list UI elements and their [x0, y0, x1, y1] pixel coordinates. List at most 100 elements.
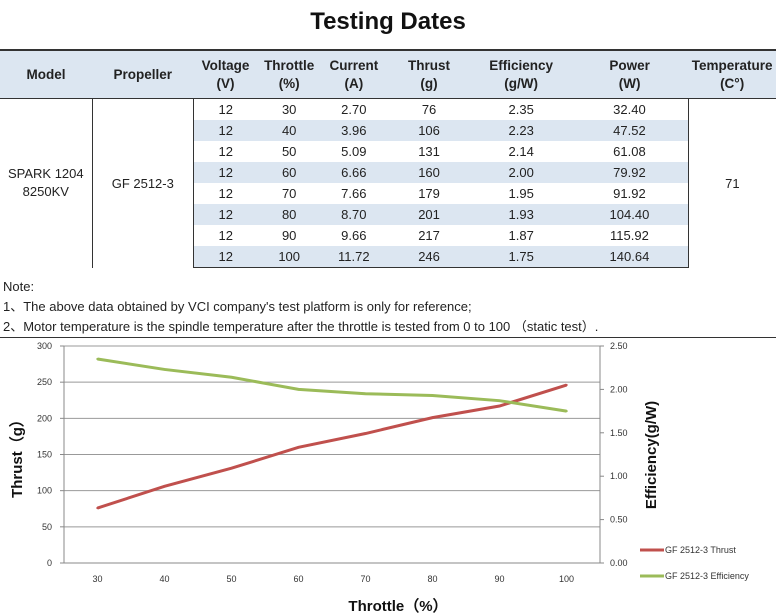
table-cell: 91.92 — [613, 186, 646, 201]
x-axis-title: Throttle（%） — [348, 597, 447, 615]
table-row: 12 50 5.09 131 2.14 61.08 — [0, 141, 776, 162]
header-unit: (g) — [420, 75, 438, 91]
column-header: Power (W) — [571, 49, 689, 99]
header-label: Current — [329, 57, 379, 73]
table-cell: 12 — [193, 120, 258, 141]
table-cell: 115.92 — [610, 228, 649, 243]
table-cell: 100 — [257, 246, 321, 268]
table-cell: 61.08 — [613, 144, 646, 159]
table-cell: 30 — [281, 102, 297, 117]
data-point — [565, 409, 568, 413]
x-tick-label: 60 — [293, 574, 303, 584]
table-cell: 60 — [257, 162, 321, 183]
legend-label: GF 2512-3 Efficiency — [665, 571, 749, 581]
table-cell: 201 — [386, 204, 472, 225]
y2-tick-label: 2.50 — [610, 341, 628, 351]
header-unit: (%) — [278, 75, 300, 91]
table-cell: 9.66 — [341, 228, 367, 243]
column-header: Temperature (C°) — [688, 49, 776, 99]
table-row: 12 90 9.66 217 1.87 115.92 — [0, 225, 776, 246]
data-point — [163, 368, 166, 371]
table-cell: 5.09 — [341, 144, 367, 159]
y-tick-label: 150 — [37, 450, 52, 460]
table-cell: 6.66 — [320, 162, 387, 183]
header-label: Efficiency — [489, 57, 554, 73]
header-unit: (A) — [344, 75, 364, 91]
table-cell: 1.75 — [471, 246, 572, 268]
data-point — [364, 392, 367, 395]
table-row: SPARK 1204 8250KV GF 2512-3 12 30 2.70 76 2.35 3… — [0, 98, 776, 268]
header-label: Propeller — [113, 66, 173, 82]
table-row: 12 100 11.72 246 1.75 140.64 — [0, 246, 776, 268]
y-tick-label: 100 — [37, 486, 52, 496]
header-label: Throttle — [264, 57, 315, 73]
table-cell: 12 — [193, 246, 258, 268]
model-kv: 8250KV — [22, 184, 69, 200]
y2-tick-label: 2.00 — [610, 384, 628, 394]
table-cell: 32.40 — [613, 102, 646, 117]
table-cell: 80 — [257, 204, 321, 225]
header-unit: (W) — [618, 75, 641, 91]
x-tick-label: 40 — [159, 574, 169, 584]
y-axis-title: Thrust（g） — [8, 412, 26, 498]
model-name: SPARK 1204 — [7, 166, 84, 182]
x-tick-label: 90 — [494, 574, 504, 584]
data-point — [431, 416, 434, 419]
header-label: Temperature — [691, 57, 773, 73]
table-cell: 140.64 — [571, 246, 689, 268]
x-tick-label: 100 — [559, 574, 574, 584]
table-cell: 2.14 — [508, 144, 534, 159]
data-point — [565, 383, 568, 387]
data-point — [364, 432, 367, 435]
note-2: 2、Motor temperature is the spindle tempe… — [3, 319, 599, 334]
x-tick-label: 50 — [226, 574, 236, 584]
table-cell: 246 — [386, 246, 472, 268]
data-point — [230, 376, 233, 379]
table-cell: 47.52 — [571, 120, 689, 141]
table-cell: 2.70 — [341, 102, 367, 117]
y-tick-label: 50 — [42, 522, 52, 532]
column-header: Thrust (g) — [386, 49, 472, 99]
table-row: 12 80 8.70 201 1.93 104.40 — [0, 204, 776, 225]
testing-table: Model Propeller Voltage (V) Throttle (%) Curre… — [0, 49, 776, 268]
table-cell: 1.87 — [508, 228, 534, 243]
model-cell: SPARK 1204 8250KV — [0, 99, 92, 268]
table-cell: 160 — [386, 162, 472, 183]
table-cell: 131 — [418, 144, 440, 159]
table-cell: 1.93 — [471, 204, 572, 225]
column-header: Propeller — [92, 49, 194, 99]
header-label: Thrust — [408, 57, 451, 73]
series-line-efficiency — [97, 357, 567, 413]
table-row: 12 40 3.96 106 2.23 47.52 — [0, 120, 776, 141]
legend-label: GF 2512-3 Thrust — [665, 545, 736, 555]
table-cell: 217 — [418, 228, 440, 243]
table-row: 12 70 7.66 179 1.95 91.92 — [0, 183, 776, 204]
column-header: Model — [0, 49, 93, 99]
table-cell: 12 — [218, 144, 233, 159]
data-point — [163, 485, 166, 488]
data-point — [96, 506, 99, 510]
page-title: Testing Dates — [310, 8, 466, 35]
data-point — [297, 388, 300, 391]
table-cell: 11.72 — [320, 246, 387, 268]
data-point — [230, 467, 233, 470]
header-unit: (C°) — [720, 75, 745, 91]
note-1: 1、The above data obtained by VCI company… — [3, 299, 472, 314]
y-tick-label: 250 — [37, 377, 52, 387]
table-cell: 70 — [281, 186, 297, 201]
table-cell: 12 — [218, 186, 233, 201]
table-cell: 1.95 — [508, 186, 534, 201]
y2-tick-label: 1.00 — [610, 471, 628, 481]
table-cell: 2.35 — [508, 102, 534, 117]
x-tick-label: 80 — [427, 574, 437, 584]
y2-tick-label: 0.00 — [610, 558, 628, 568]
header-unit: (g/W) — [504, 75, 539, 91]
y-tick-label: 300 — [37, 341, 52, 351]
table-cell: 12 — [218, 228, 233, 243]
data-point — [96, 357, 99, 361]
table-cell: 7.66 — [341, 186, 367, 201]
table-cell: 79.92 — [571, 162, 689, 183]
series-line-thrust — [97, 383, 567, 510]
header-unit: (V) — [216, 75, 235, 91]
